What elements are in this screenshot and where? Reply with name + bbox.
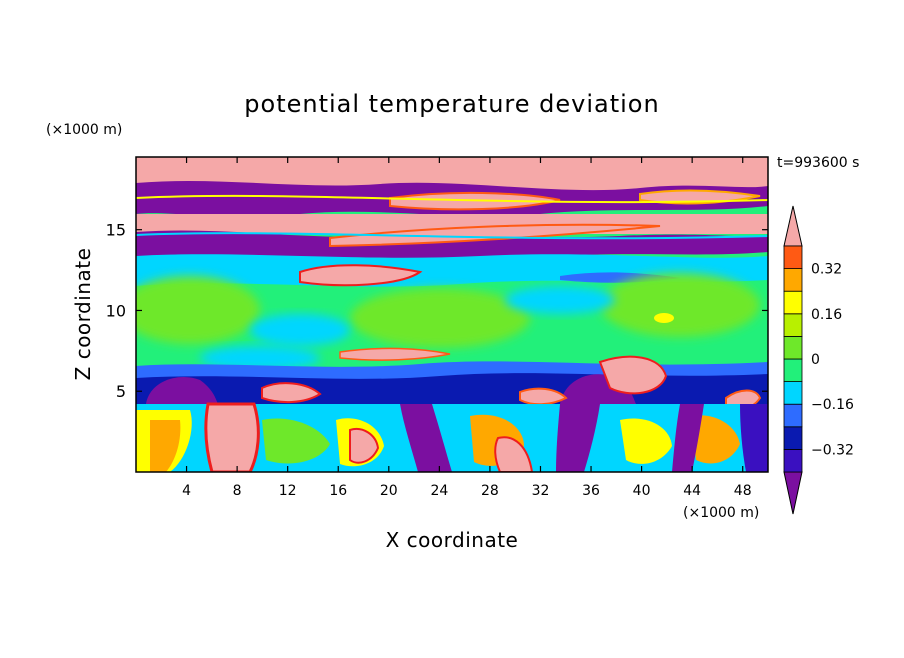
colorbar-swatch [783, 448, 803, 473]
lower-dark-belt [136, 347, 768, 411]
green-patch-left [136, 276, 260, 344]
rainbow-edge-1 [136, 194, 768, 204]
cyan-patch-3 [200, 346, 320, 370]
pink-streak-mid [339, 347, 451, 361]
purple-column-3 [672, 404, 704, 472]
x-tick-label: 8 [233, 483, 242, 499]
orange-plume-right [690, 415, 740, 464]
y-axis-label: Z coordinate [71, 248, 95, 381]
pink-plume-3 [494, 436, 534, 472]
mid-troposphere [136, 273, 760, 370]
colorbar-arrow-top [783, 205, 803, 247]
green-patch-right [600, 273, 760, 337]
cyan-patch-2 [505, 286, 615, 314]
colorbar-tick-label: 0.16 [811, 307, 842, 323]
x-tick-label: 36 [582, 483, 600, 499]
yellow-swirl-3 [620, 418, 672, 464]
x-tick-label: 24 [430, 483, 448, 499]
colorbar: 0.32 0.16 0 −0.16 −0.32 [783, 205, 854, 515]
pink-cell-2 [519, 387, 568, 406]
colorbar-tick-label: 0.32 [811, 262, 842, 278]
colorbar-swatch [783, 358, 803, 383]
x-axis-unit: (×1000 m) [683, 505, 759, 521]
plot-frame [135, 156, 769, 473]
x-axis-label: X coordinate [386, 528, 519, 552]
navy-corner-right [740, 404, 768, 472]
green-swirl-1 [262, 418, 330, 464]
colorbar-swatch [783, 268, 803, 292]
x-tick-label: 48 [734, 483, 752, 499]
purple-column-1 [400, 404, 452, 472]
colorbar-swatch [783, 335, 803, 360]
colorbar-arrow-bottom [783, 471, 803, 515]
stratosphere-structure [136, 180, 768, 262]
purple-column-2 [556, 404, 600, 472]
y-tick-label: 5 [116, 382, 126, 401]
colorbar-swatch [783, 313, 803, 337]
purple-dome-left [146, 377, 218, 404]
pink-streak [329, 223, 661, 248]
colorbar-swatch [783, 381, 803, 405]
heatmap-field [136, 157, 768, 472]
pink-blob-12k [299, 264, 423, 287]
pink-plume-1 [204, 402, 260, 472]
pink-plume-2 [349, 428, 380, 464]
colorbar-tick-label: 0 [811, 352, 820, 368]
x-tick-label: 16 [329, 483, 347, 499]
pink-cell-1 [261, 382, 322, 404]
y-tick-label: 15 [106, 221, 126, 240]
x-tick-label: 32 [532, 483, 550, 499]
colorbar-tick-label: −0.16 [811, 397, 854, 413]
time-label: t=993600 s [777, 155, 859, 171]
orange-swirl-1 [150, 420, 181, 472]
rainbow-edge-2 [136, 232, 768, 240]
x-tick-label: 44 [683, 483, 701, 499]
green-patch-center [350, 288, 530, 348]
colorbar-swatch [783, 403, 803, 428]
x-tick-label: 20 [380, 483, 398, 499]
yellow-dot-right [654, 313, 674, 323]
colorbar-swatch [783, 426, 803, 450]
y-axis-ticks: 5 10 15 [106, 221, 768, 401]
chart-title: potential temperature deviation [244, 90, 659, 118]
x-tick-label: 4 [182, 483, 191, 499]
x-tick-label: 40 [633, 483, 651, 499]
colorbar-swatch [783, 290, 803, 315]
x-tick-label: 28 [481, 483, 499, 499]
navy-belt [136, 373, 768, 404]
colorbar-tick-label: −0.32 [811, 442, 854, 458]
y-axis-unit: (×1000 m) [46, 122, 122, 138]
x-axis-ticks: 4 8 12 16 20 24 28 32 36 40 44 48 [182, 157, 752, 499]
x-tick-label: 12 [279, 483, 297, 499]
y-tick-label: 10 [106, 301, 126, 320]
cyan-patch-1 [250, 314, 350, 346]
colorbar-swatch [783, 245, 803, 270]
boundary-layer [136, 402, 768, 472]
pink-cell-3 [598, 355, 668, 395]
